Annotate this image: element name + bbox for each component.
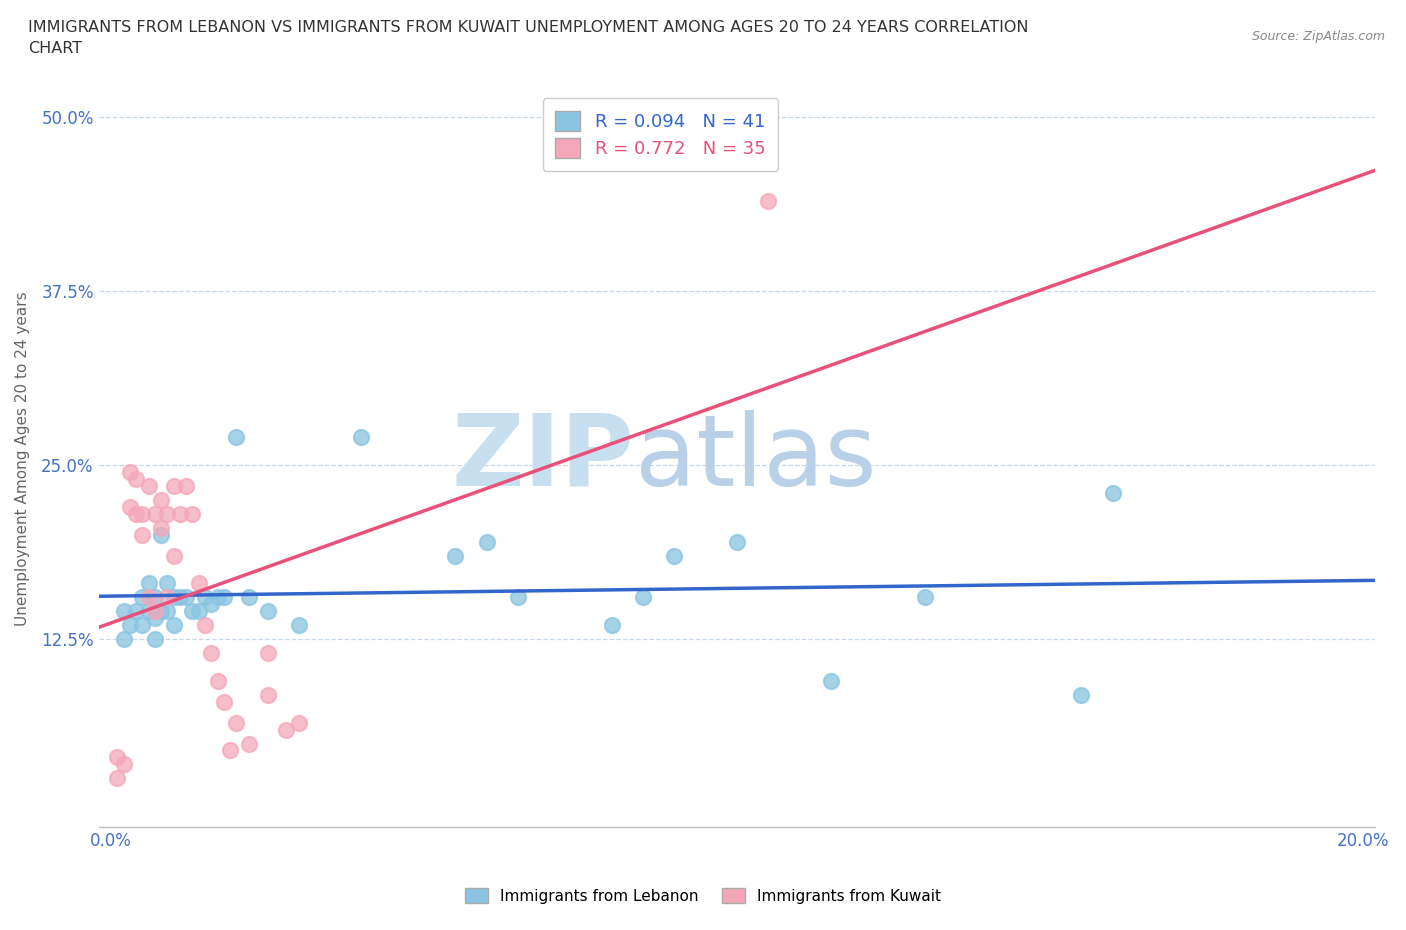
Point: [225, 430, 247, 445]
Point: [105, 771, 128, 786]
Point: [820, 673, 842, 688]
Point: [163, 479, 186, 494]
Point: [187, 576, 209, 591]
Point: [112, 757, 135, 772]
Point: [131, 590, 153, 604]
Point: [194, 590, 217, 604]
Point: [156, 604, 179, 618]
Point: [138, 479, 160, 494]
Point: [125, 507, 148, 522]
Point: [125, 604, 148, 618]
Point: [914, 590, 936, 604]
Point: [112, 631, 135, 646]
Point: [156, 507, 179, 522]
Point: [169, 590, 191, 604]
Legend: Immigrants from Lebanon, Immigrants from Kuwait: Immigrants from Lebanon, Immigrants from…: [457, 880, 949, 911]
Point: [207, 673, 229, 688]
Point: [156, 590, 179, 604]
Point: [150, 604, 173, 618]
Point: [350, 430, 373, 445]
Point: [256, 687, 278, 702]
Y-axis label: Unemployment Among Ages 20 to 24 years: Unemployment Among Ages 20 to 24 years: [15, 291, 30, 626]
Point: [143, 631, 166, 646]
Point: [187, 604, 209, 618]
Point: [194, 618, 217, 632]
Text: atlas: atlas: [636, 410, 876, 507]
Point: [256, 645, 278, 660]
Point: [225, 715, 247, 730]
Point: [256, 604, 278, 618]
Point: [174, 479, 197, 494]
Point: [163, 618, 186, 632]
Point: [150, 521, 173, 536]
Point: [219, 743, 242, 758]
Point: [143, 611, 166, 626]
Point: [131, 618, 153, 632]
Point: [143, 604, 166, 618]
Text: ZIP: ZIP: [451, 410, 636, 507]
Point: [725, 535, 748, 550]
Point: [112, 604, 135, 618]
Legend: R = 0.094   N = 41, R = 0.772   N = 35: R = 0.094 N = 41, R = 0.772 N = 35: [543, 99, 779, 171]
Point: [181, 507, 204, 522]
Point: [131, 527, 153, 542]
Point: [118, 499, 141, 514]
Point: [212, 590, 235, 604]
Point: [163, 548, 186, 563]
Point: [288, 618, 311, 632]
Point: [156, 576, 179, 591]
Text: CHART: CHART: [28, 41, 82, 56]
Point: [138, 576, 160, 591]
Point: [200, 645, 222, 660]
Point: [664, 548, 686, 563]
Point: [118, 618, 141, 632]
Point: [756, 193, 779, 208]
Point: [118, 465, 141, 480]
Point: [207, 590, 229, 604]
Point: [143, 507, 166, 522]
Point: [125, 472, 148, 486]
Point: [600, 618, 623, 632]
Point: [276, 723, 298, 737]
Point: [174, 590, 197, 604]
Point: [181, 604, 204, 618]
Point: [288, 715, 311, 730]
Text: IMMIGRANTS FROM LEBANON VS IMMIGRANTS FROM KUWAIT UNEMPLOYMENT AMONG AGES 20 TO : IMMIGRANTS FROM LEBANON VS IMMIGRANTS FR…: [28, 20, 1029, 35]
Point: [150, 493, 173, 508]
Point: [1070, 687, 1092, 702]
Point: [1101, 485, 1123, 500]
Point: [131, 507, 153, 522]
Point: [138, 590, 160, 604]
Point: [143, 590, 166, 604]
Text: Source: ZipAtlas.com: Source: ZipAtlas.com: [1251, 30, 1385, 43]
Point: [238, 736, 260, 751]
Point: [138, 604, 160, 618]
Point: [212, 695, 235, 710]
Point: [238, 590, 260, 604]
Point: [169, 507, 191, 522]
Point: [631, 590, 654, 604]
Point: [150, 527, 173, 542]
Point: [200, 597, 222, 612]
Point: [444, 548, 467, 563]
Point: [163, 590, 186, 604]
Point: [105, 750, 128, 764]
Point: [506, 590, 529, 604]
Point: [475, 535, 498, 550]
